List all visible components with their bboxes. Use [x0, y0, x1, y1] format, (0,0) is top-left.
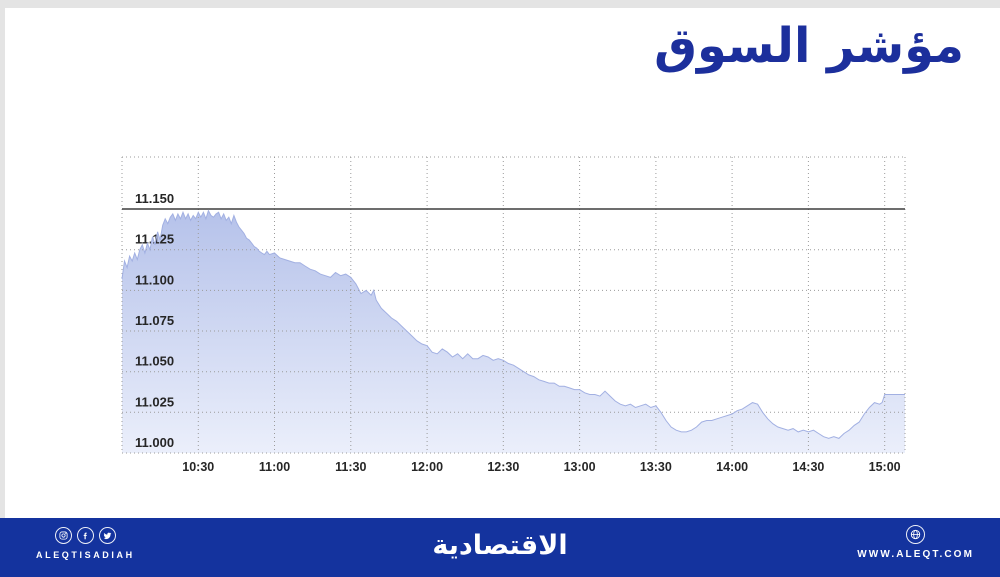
x-tick-label: 13:30: [640, 460, 672, 474]
y-tick-label: 11.150: [135, 191, 174, 206]
index-area-series: [122, 210, 905, 453]
twitter-icon: [98, 527, 116, 544]
facebook-icon: [76, 527, 94, 544]
instagram-icon: [54, 527, 72, 544]
top-frame-edge: [0, 0, 1000, 8]
x-tick-label: 15:00: [869, 460, 901, 474]
left-frame-edge: [0, 8, 5, 518]
x-tick-label: 11:30: [335, 460, 366, 474]
y-tick-label: 11.100: [135, 272, 174, 287]
x-tick-label: 10:30: [182, 460, 214, 474]
y-tick-label: 11.025: [135, 394, 174, 409]
brand-arabic-logo: الاقتصادية: [432, 530, 568, 561]
y-tick-label: 11.075: [135, 313, 174, 328]
social-links-group: ALEQTISADIAH: [36, 527, 135, 560]
footer-bar: ALEQTISADIAH الاقتصادية WWW.ALEQT.COM: [0, 518, 1000, 577]
x-tick-label: 12:30: [487, 460, 519, 474]
y-tick-label: 11.125: [135, 232, 174, 247]
x-tick-label: 11:00: [259, 460, 290, 474]
website-url-label: WWW.ALEQT.COM: [857, 549, 974, 560]
website-group: WWW.ALEQT.COM: [857, 525, 974, 560]
y-tick-label: 11.050: [135, 354, 174, 369]
globe-icon: [906, 525, 926, 544]
x-tick-label: 13:00: [564, 460, 596, 474]
x-tick-label: 12:00: [411, 460, 443, 474]
index-line-series: [121, 209, 905, 439]
y-tick-label: 11.000: [135, 435, 174, 450]
x-tick-label: 14:30: [792, 460, 824, 474]
x-tick-label: 14:00: [716, 460, 748, 474]
page-title: مؤشر السوق: [654, 18, 964, 74]
brand-latin-label: ALEQTISADIAH: [36, 550, 135, 560]
